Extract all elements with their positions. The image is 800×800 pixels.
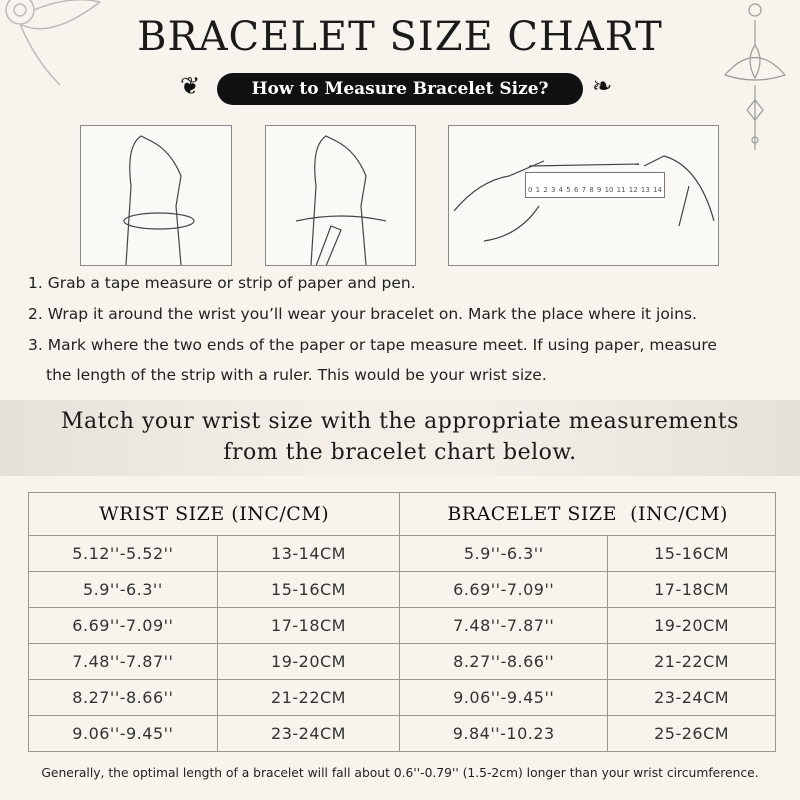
bracelet-inch-cell: 7.48''-7.87'' (399, 607, 609, 644)
ruler-label: 2 (543, 186, 548, 194)
wrist-size-header: WRIST SIZE (INC/CM) (27, 492, 401, 536)
wrist-inch-cell: 5.9''-6.3'' (28, 571, 218, 608)
band-line-2: from the bracelet chart below. (223, 440, 577, 465)
band-line-1: Match your wrist size with the appropria… (61, 409, 739, 434)
table-row: 6.69''-7.09'' 17-18CM 7.48''-7.87'' 19-20CM (28, 607, 776, 644)
ruler-label: 13 (640, 186, 650, 194)
table-row: 9.06''-9.45'' 23-24CM 9.84''-10.23 25-26CM (28, 715, 776, 752)
instruction-band (0, 400, 800, 476)
mandala-decoration-icon (5, 0, 101, 86)
ruler-label: 5 (566, 186, 571, 194)
illustration-wrap-tape (80, 125, 232, 266)
ruler-label: 6 (573, 186, 579, 194)
ruler-label: 11 (616, 186, 626, 194)
bracelet-inch-cell: 8.27''-8.66'' (399, 643, 609, 680)
flourish-left-icon: ❦ (180, 72, 201, 100)
ruler-label: 7 (581, 186, 587, 194)
bracelet-cm-cell: 15-16CM (607, 535, 776, 572)
bracelet-cm-cell: 25-26CM (607, 715, 776, 752)
step-1: 1. Grab a tape measure or strip of paper… (28, 274, 416, 292)
ruler-label: 12 (628, 186, 638, 194)
ruler-label: 8 (589, 186, 594, 194)
bracelet-inch-cell: 9.84''-10.23 (399, 715, 609, 752)
bracelet-cm-cell: 23-24CM (607, 679, 776, 716)
bracelet-inch-cell: 6.69''-7.09'' (399, 571, 609, 608)
ruler: 0 1 2 3 4 5 6 7 8 9 10 11 12 13 14 (525, 172, 665, 198)
wrist-cm-cell: 19-20CM (216, 643, 401, 680)
wrist-cm-cell: 23-24CM (216, 715, 401, 752)
wrist-inch-cell: 5.12''-5.52'' (28, 535, 218, 572)
hand-tape-icon (123, 135, 195, 266)
wrist-cm-cell: 13-14CM (216, 535, 401, 572)
bracelet-cm-cell: 17-18CM (607, 571, 776, 608)
hands-ruler-icon (453, 155, 715, 242)
wrist-inch-cell: 6.69''-7.09'' (28, 607, 218, 644)
wrist-inch-cell: 8.27''-8.66'' (28, 679, 218, 716)
footnote: Generally, the optimal length of a brace… (41, 766, 759, 780)
wrist-cm-cell: 17-18CM (216, 607, 401, 644)
bracelet-size-header: BRACELET SIZE (INC/CM) (399, 492, 776, 536)
wrist-cm-cell: 21-22CM (216, 679, 401, 716)
ruler-label: 14 (653, 186, 662, 194)
lotus-decoration-icon (723, 3, 787, 150)
ruler-label: 9 (596, 186, 602, 194)
bracelet-cm-cell: 21-22CM (607, 643, 776, 680)
bracelet-inch-cell: 9.06''-9.45'' (399, 679, 609, 716)
table-header-row: WRIST SIZE (INC/CM) BRACELET SIZE (INC/C… (27, 492, 776, 536)
wrist-inch-cell: 7.48''-7.87'' (28, 643, 218, 680)
illustration-mark-pen (265, 125, 416, 267)
table-row: 8.27''-8.66'' 21-22CM 9.06''-9.45'' 23-24CM (28, 679, 776, 716)
table-row: 7.48''-7.87'' 19-20CM 8.27''-8.66'' 21-22CM (28, 643, 776, 680)
wrist-inch-cell: 9.06''-9.45'' (28, 715, 218, 752)
bracelet-inch-cell: 5.9''-6.3'' (399, 535, 609, 572)
hand-pen-icon (295, 135, 387, 267)
page-title: BRACELET SIZE CHART (137, 14, 663, 60)
ruler-label: 1 (535, 186, 541, 194)
ruler-label: 0 (528, 186, 533, 194)
ruler-label: 10 (604, 186, 614, 194)
flourish-right-icon: ❧ (592, 72, 613, 100)
ruler-label: 4 (558, 186, 564, 194)
ruler-label: 3 (550, 186, 556, 194)
wrist-cm-cell: 15-16CM (216, 571, 401, 608)
table-row: 5.12''-5.52'' 13-14CM 5.9''-6.3'' 15-16CM (28, 535, 776, 572)
bracelet-cm-cell: 19-20CM (607, 607, 776, 644)
subtitle-badge: How to Measure Bracelet Size? (217, 73, 583, 105)
table-row: 5.9''-6.3'' 15-16CM 6.69''-7.09'' 17-18CM (28, 571, 776, 608)
size-table: WRIST SIZE (INC/CM) BRACELET SIZE (INC/C… (27, 492, 776, 752)
step-3-cont: the length of the strip with a ruler. Th… (46, 366, 547, 384)
step-3: 3. Mark where the two ends of the paper … (28, 336, 717, 354)
step-2: 2. Wrap it around the wrist you’ll wear … (28, 305, 697, 323)
